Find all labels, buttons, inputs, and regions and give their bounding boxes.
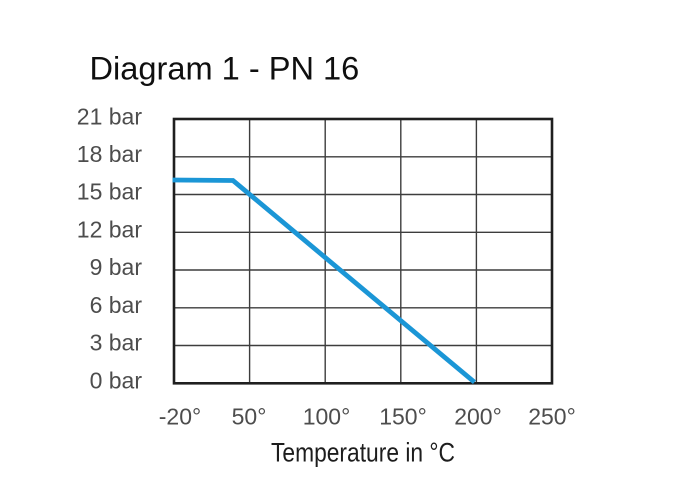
svg-text:12 bar: 12 bar (77, 217, 143, 243)
svg-text:18 bar: 18 bar (77, 141, 143, 167)
svg-text:Temperature in °C: Temperature in °C (271, 438, 455, 468)
svg-text:50°: 50° (232, 404, 267, 430)
svg-text:200°: 200° (454, 404, 502, 430)
svg-text:150°: 150° (379, 404, 427, 430)
svg-text:250°: 250° (528, 404, 576, 430)
svg-text:6 bar: 6 bar (90, 292, 143, 318)
svg-text:100°: 100° (303, 404, 351, 430)
svg-text:0 bar: 0 bar (90, 368, 143, 394)
svg-text:Diagram 1 - PN 16: Diagram 1 - PN 16 (90, 50, 360, 87)
svg-text:-20°: -20° (159, 404, 201, 430)
svg-text:3 bar: 3 bar (90, 330, 143, 356)
svg-text:9 bar: 9 bar (90, 254, 143, 280)
svg-text:15 bar: 15 bar (77, 179, 143, 205)
svg-text:21 bar: 21 bar (77, 103, 143, 129)
